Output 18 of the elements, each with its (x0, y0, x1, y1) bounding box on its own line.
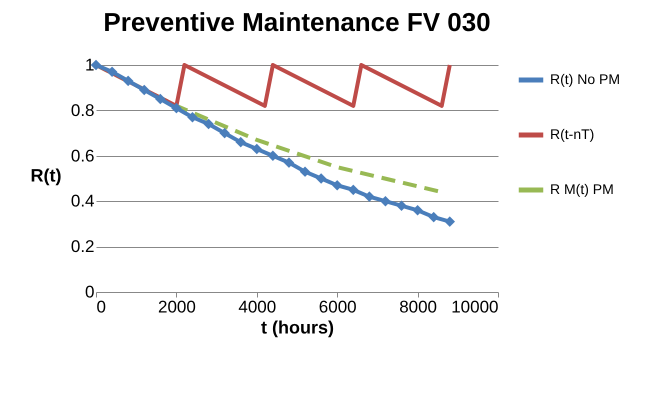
y-tick-label: 1 (85, 56, 94, 74)
chart-title: Preventive Maintenance FV 030 (103, 7, 491, 37)
x-tick-label: 6000 (318, 298, 357, 316)
legend-label: R(t-nT) (550, 126, 594, 142)
legend-label: R(t) No PM (550, 71, 620, 87)
y-tick-label: 0.4 (70, 192, 94, 211)
y-tick-label: 0.2 (70, 237, 94, 256)
x-tick-label: 10000 (451, 298, 498, 316)
legend-label: R M(t) PM (550, 181, 614, 197)
x-tick-label: 8000 (399, 298, 438, 316)
y-tick-label: 0.8 (70, 100, 94, 120)
y-axis-title: R(t) (30, 166, 62, 186)
x-tick-label: 0 (96, 298, 106, 316)
x-tick-label: 2000 (158, 298, 196, 316)
x-tick-label: 4000 (238, 298, 276, 316)
y-tick-label: 0.6 (70, 146, 94, 166)
x-axis-title: t (hours) (261, 318, 334, 338)
y-tick-label: 0 (85, 282, 94, 302)
